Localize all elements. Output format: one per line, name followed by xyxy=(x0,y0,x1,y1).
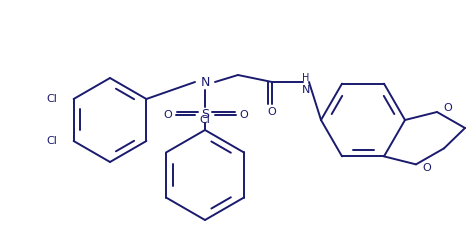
Text: N: N xyxy=(200,76,210,88)
Text: O: O xyxy=(422,163,431,173)
Text: Cl: Cl xyxy=(47,94,58,104)
Text: Cl: Cl xyxy=(199,115,211,125)
Text: O: O xyxy=(240,110,248,120)
Text: S: S xyxy=(201,108,209,122)
Text: Cl: Cl xyxy=(47,136,58,146)
Text: H: H xyxy=(302,73,310,83)
Text: O: O xyxy=(443,103,452,113)
Text: O: O xyxy=(267,107,276,117)
Text: N: N xyxy=(302,85,310,95)
Text: O: O xyxy=(164,110,172,120)
